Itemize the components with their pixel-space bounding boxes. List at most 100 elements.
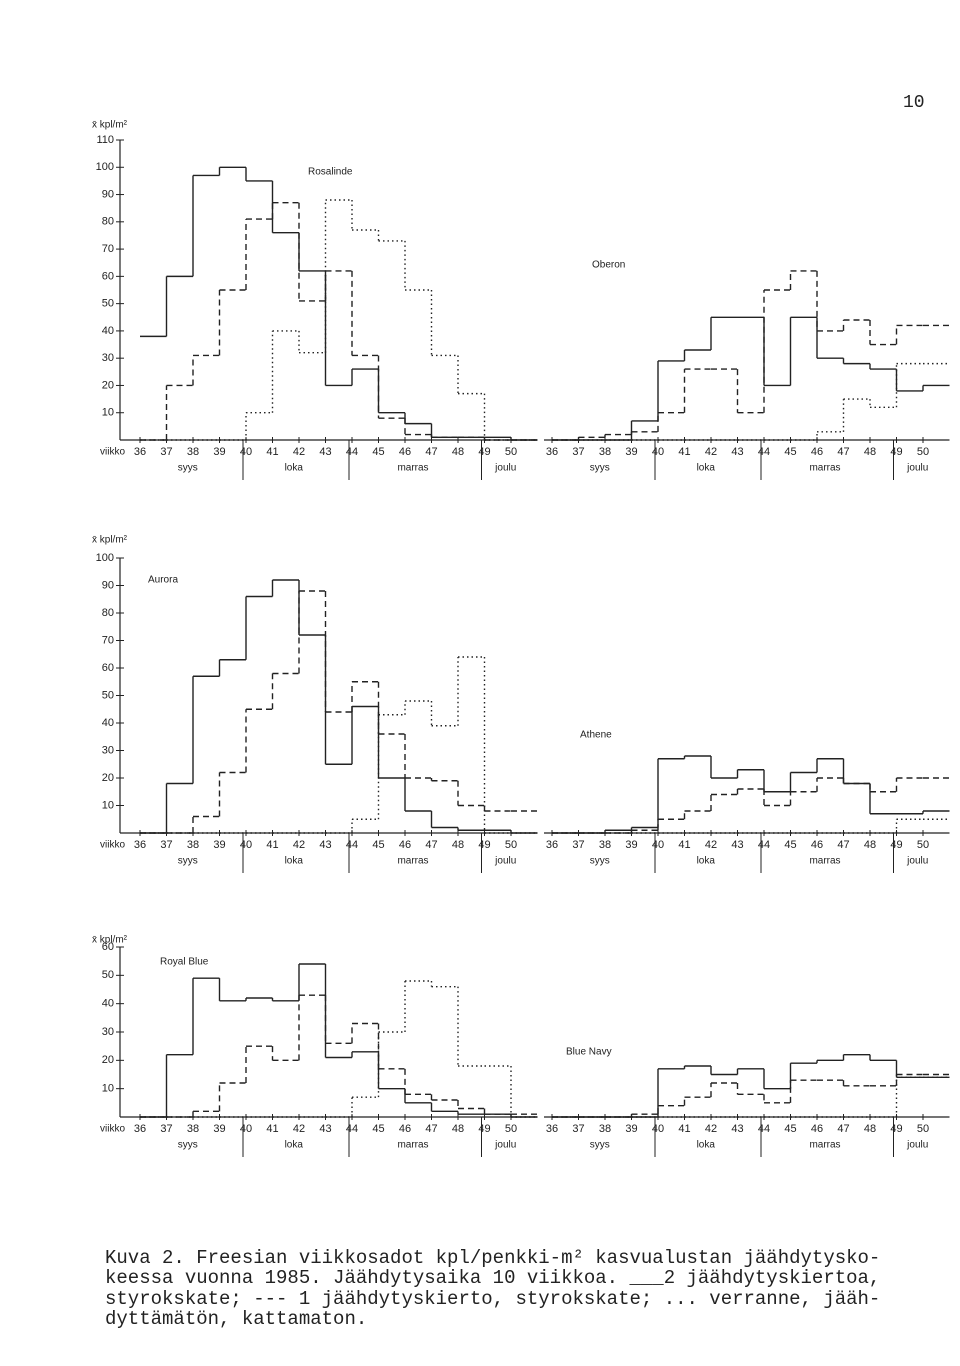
y-tick-label: 20 — [102, 379, 114, 391]
x-tick-label: 43 — [731, 839, 743, 851]
chart-title: Royal Blue — [160, 957, 209, 968]
x-tick-label: 43 — [319, 1123, 331, 1135]
x-tick-label: 45 — [372, 446, 384, 458]
month-label: joulu — [494, 1140, 516, 1151]
x-tick-label: 45 — [372, 1123, 384, 1135]
y-tick-label: 70 — [102, 243, 114, 255]
y-tick-label: 30 — [102, 744, 114, 756]
x-tick-label: 47 — [837, 446, 849, 458]
y-tick-label: 30 — [102, 1026, 114, 1038]
y-tick-label: 10 — [102, 1083, 114, 1095]
x-tick-label: 50 — [917, 1123, 929, 1135]
month-label: loka — [697, 856, 716, 867]
x-tick-label: 47 — [837, 1123, 849, 1135]
month-label: marras — [397, 856, 428, 867]
x-tick-label: 49 — [890, 446, 902, 458]
month-label: marras — [397, 1140, 428, 1151]
month-label: syys — [590, 463, 610, 474]
month-label: loka — [697, 463, 716, 474]
chart-title: Rosalinde — [308, 167, 353, 178]
month-label: loka — [285, 1140, 304, 1151]
x-tick-label: 37 — [160, 446, 172, 458]
x-tick-label: 49 — [890, 1123, 902, 1135]
x-tick-label: 44 — [758, 839, 770, 851]
x-tick-label: 39 — [625, 839, 637, 851]
x-tick-label: 46 — [811, 839, 823, 851]
month-label: syys — [178, 856, 198, 867]
x-tick-label: 36 — [546, 839, 558, 851]
month-label: marras — [809, 463, 840, 474]
y-tick-label: 100 — [96, 161, 114, 173]
x-tick-label: 39 — [213, 446, 225, 458]
y-tick-label: 80 — [102, 216, 114, 228]
x-tick-label: 42 — [293, 446, 305, 458]
x-tick-label: 50 — [505, 1123, 517, 1135]
x-tick-label: 37 — [160, 839, 172, 851]
x-tick-label: 49 — [478, 839, 490, 851]
x-tick-label: 44 — [346, 1123, 358, 1135]
x-tick-label: 44 — [758, 446, 770, 458]
y-tick-label: 40 — [102, 717, 114, 729]
y-tick-label: 10 — [102, 407, 114, 419]
x-tick-label: 39 — [625, 446, 637, 458]
x-axis-label: viikko — [100, 1124, 125, 1135]
x-tick-label: 37 — [572, 1123, 584, 1135]
chart-title: Athene — [580, 730, 612, 741]
x-tick-label: 39 — [625, 1123, 637, 1135]
x-tick-label: 38 — [187, 446, 199, 458]
x-tick-label: 48 — [452, 839, 464, 851]
y-tick-label: 70 — [102, 634, 114, 646]
x-tick-label: 43 — [731, 446, 743, 458]
y-tick-label: 60 — [102, 270, 114, 282]
y-tick-label: 50 — [102, 969, 114, 981]
x-tick-label: 46 — [399, 446, 411, 458]
month-label: joulu — [494, 463, 516, 474]
x-tick-label: 41 — [678, 446, 690, 458]
x-tick-label: 49 — [890, 839, 902, 851]
month-label: syys — [590, 856, 610, 867]
month-label: loka — [285, 856, 304, 867]
y-tick-label: 90 — [102, 188, 114, 200]
x-tick-label: 50 — [505, 446, 517, 458]
x-tick-label: 43 — [731, 1123, 743, 1135]
x-tick-label: 50 — [505, 839, 517, 851]
x-tick-label: 38 — [187, 1123, 199, 1135]
x-tick-label: 36 — [546, 446, 558, 458]
x-tick-label: 50 — [917, 446, 929, 458]
month-label: loka — [697, 1140, 716, 1151]
x-tick-label: 43 — [319, 446, 331, 458]
x-tick-label: 45 — [784, 1123, 796, 1135]
y-tick-label: 60 — [102, 941, 114, 953]
x-tick-label: 36 — [134, 1123, 146, 1135]
y-tick-label: 20 — [102, 772, 114, 784]
x-tick-label: 48 — [864, 1123, 876, 1135]
y-tick-label: 50 — [102, 689, 114, 701]
x-tick-label: 36 — [134, 839, 146, 851]
month-label: syys — [178, 1140, 198, 1151]
caption-line: keessa vuonna 1985. Jäähdytysaika 10 vii… — [105, 1267, 880, 1289]
x-tick-label: 36 — [546, 1123, 558, 1135]
x-tick-label: 38 — [599, 839, 611, 851]
chart-title: Oberon — [592, 260, 625, 271]
month-label: joulu — [494, 856, 516, 867]
x-tick-label: 48 — [452, 446, 464, 458]
month-label: joulu — [906, 463, 928, 474]
y-tick-label: 50 — [102, 298, 114, 310]
month-label: syys — [590, 1140, 610, 1151]
x-tick-label: 47 — [425, 1123, 437, 1135]
x-tick-label: 47 — [425, 446, 437, 458]
x-tick-label: 38 — [187, 839, 199, 851]
x-tick-label: 41 — [266, 1123, 278, 1135]
caption-line: styrokskate; --- 1 jäähdytyskierto, styr… — [105, 1288, 880, 1310]
y-axis-label: x̄ kpl/m² — [92, 535, 128, 546]
x-tick-label: 38 — [599, 446, 611, 458]
x-tick-label: 42 — [705, 1123, 717, 1135]
y-tick-label: 30 — [102, 352, 114, 364]
x-tick-label: 42 — [705, 446, 717, 458]
x-tick-label: 45 — [784, 446, 796, 458]
x-tick-label: 46 — [811, 446, 823, 458]
y-tick-label: 80 — [102, 607, 114, 619]
month-label: marras — [809, 856, 840, 867]
